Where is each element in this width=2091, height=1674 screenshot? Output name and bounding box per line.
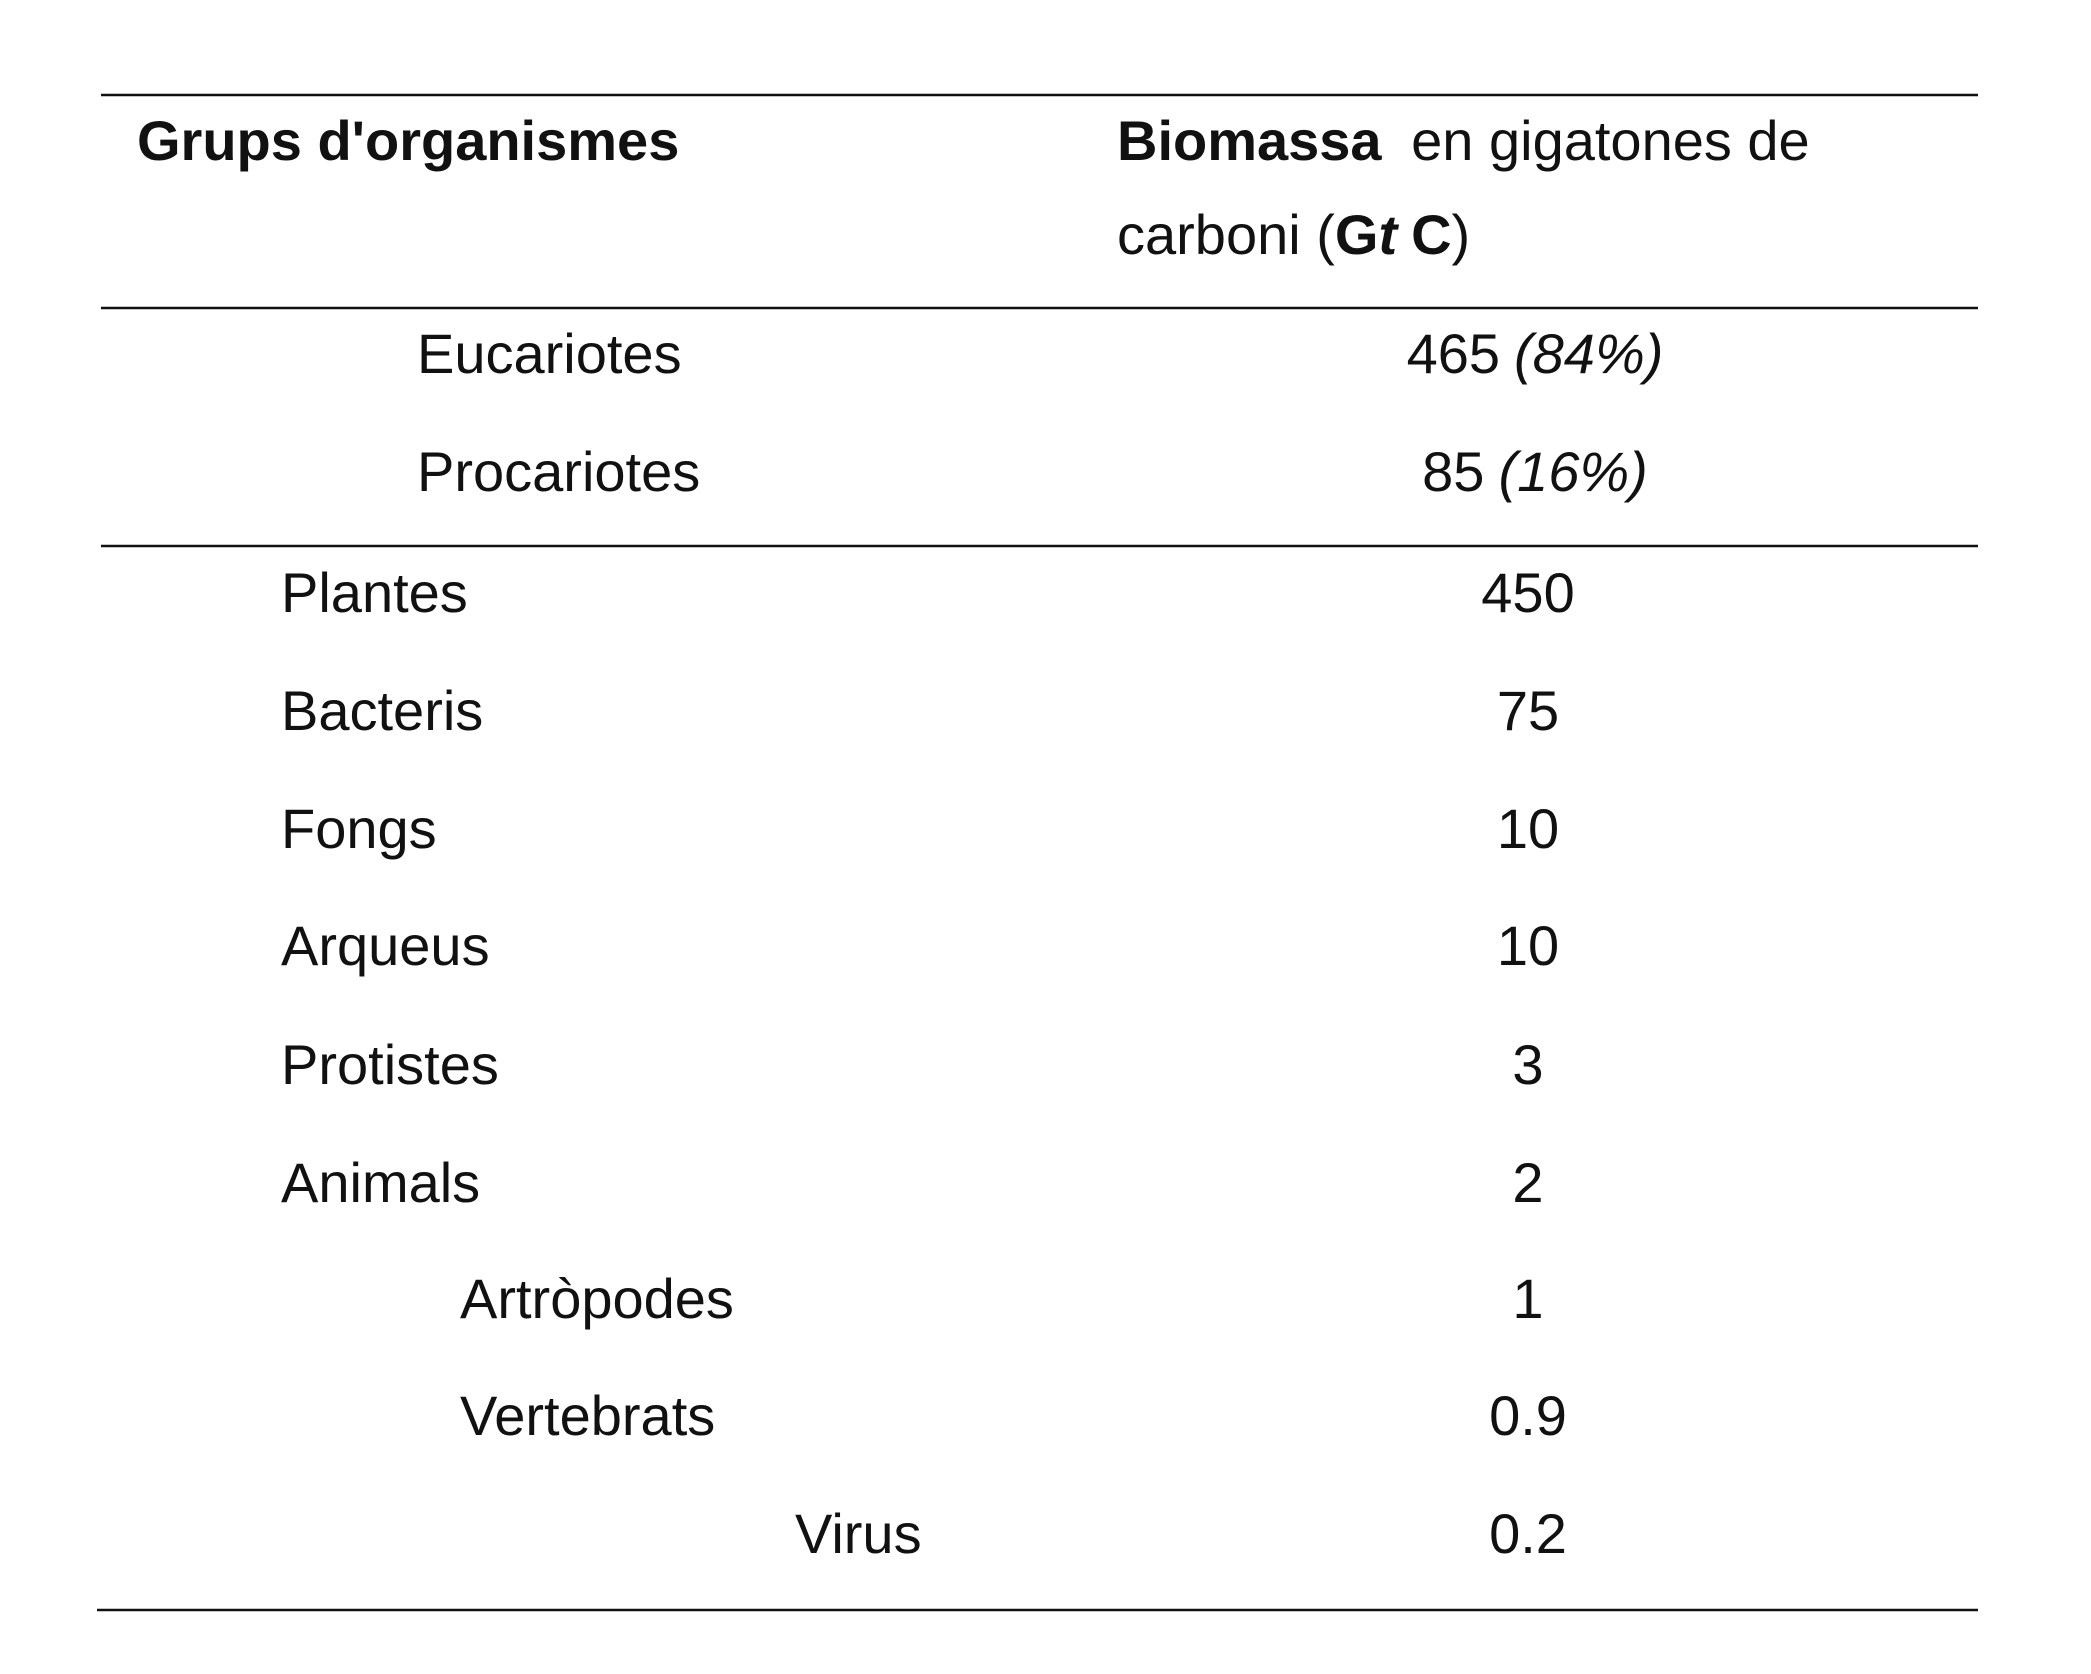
value: 10	[1497, 914, 1559, 977]
row-value: 2	[1512, 1151, 1543, 1214]
row-label: Arqueus	[281, 914, 490, 977]
value: 3	[1512, 1033, 1543, 1096]
row-value: 85 (16%)	[1422, 440, 1648, 503]
share: (16%)	[1498, 440, 1647, 503]
row-value: 0.2	[1489, 1502, 1567, 1565]
table-body: Eucariotes 465 (84%) Procariotes 85 (16%) Plan…	[281, 322, 1663, 1565]
value: 0.9	[1489, 1384, 1567, 1447]
header-part: carboni (	[1117, 203, 1335, 266]
row-label: Protistes	[281, 1033, 499, 1096]
value: 0.2	[1489, 1502, 1567, 1565]
header-cell: Biomassa en gigatones de	[1117, 109, 1810, 172]
share: (84%)	[1514, 322, 1663, 385]
value: 85	[1422, 440, 1484, 503]
header-part: C	[1411, 203, 1451, 266]
value: 1	[1512, 1267, 1543, 1330]
row-value: 450	[1481, 561, 1574, 624]
row-value: 75	[1497, 679, 1559, 742]
row-label: Plantes	[281, 561, 468, 624]
row-value: 3	[1512, 1033, 1543, 1096]
row-label: Bacteris	[281, 679, 483, 742]
value: 10	[1497, 797, 1559, 860]
row-value: 465 (84%)	[1407, 322, 1664, 385]
row-label: Vertebrats	[460, 1384, 715, 1447]
row-label: Virus	[795, 1502, 922, 1565]
row-label: Artròpodes	[460, 1267, 734, 1330]
row-value: 0.9	[1489, 1384, 1567, 1447]
header-part: t	[1378, 203, 1399, 266]
row-label: Procariotes	[417, 440, 700, 503]
value: 465	[1407, 322, 1500, 385]
row-value: 10	[1497, 914, 1559, 977]
value: 2	[1512, 1151, 1543, 1214]
value: 450	[1481, 561, 1574, 624]
header-cell: Grups d'organismes	[137, 109, 679, 172]
header-part: en gigatones de	[1411, 109, 1810, 172]
header-part: G	[1335, 203, 1379, 266]
value: 75	[1497, 679, 1559, 742]
row-value: 10	[1497, 797, 1559, 860]
header-cell: carboni (Gt C)	[1117, 203, 1470, 266]
row-label: Animals	[281, 1151, 480, 1214]
row-label: Fongs	[281, 797, 437, 860]
row-label: Eucariotes	[417, 322, 682, 385]
row-value: 1	[1512, 1267, 1543, 1330]
header-part: Biomassa	[1117, 109, 1382, 172]
header-part: )	[1452, 203, 1471, 266]
